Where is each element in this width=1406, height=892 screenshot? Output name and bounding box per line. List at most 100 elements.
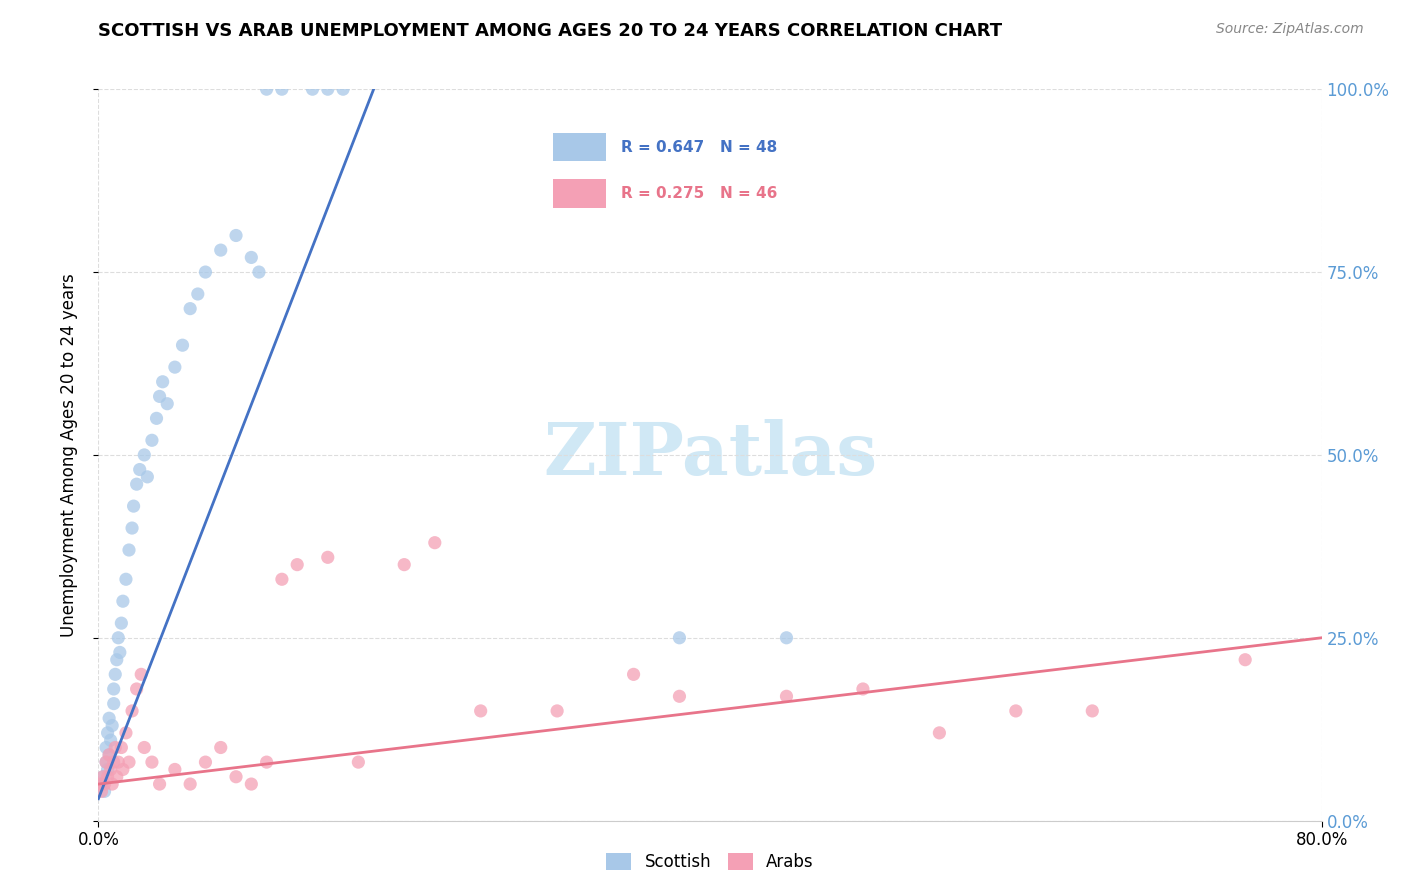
Point: [928, 726, 950, 740]
Text: R = 0.647   N = 48: R = 0.647 N = 48: [621, 139, 778, 154]
Point: [98, 747, 121, 762]
Point: [225, 770, 247, 784]
Point: [240, 777, 263, 791]
Point: [316, 550, 339, 565]
Point: [104, 667, 127, 681]
Y-axis label: Unemployment Among Ages 20 to 24 years: Unemployment Among Ages 20 to 24 years: [59, 273, 77, 637]
Point: [91, 770, 114, 784]
Point: [94, 755, 117, 769]
Point: [316, 82, 339, 96]
Bar: [553, 133, 606, 161]
Point: [100, 763, 122, 777]
Point: [97, 770, 120, 784]
Point: [1234, 653, 1257, 667]
Point: [145, 411, 167, 425]
Point: [110, 740, 132, 755]
Point: [623, 667, 645, 681]
Point: [285, 558, 308, 572]
Point: [121, 704, 143, 718]
Point: [187, 287, 209, 301]
Point: [209, 740, 232, 755]
Point: [852, 681, 875, 696]
Point: [270, 82, 294, 96]
Bar: [553, 179, 606, 208]
Point: [97, 763, 120, 777]
Point: [115, 572, 138, 586]
Point: [152, 375, 174, 389]
Point: [194, 755, 217, 769]
Point: [256, 82, 278, 96]
Point: [240, 251, 263, 265]
Point: [156, 397, 179, 411]
Point: [136, 470, 159, 484]
Point: [149, 389, 172, 403]
Point: [129, 667, 152, 681]
Point: [93, 777, 115, 791]
Point: [141, 434, 163, 448]
Point: [149, 777, 172, 791]
Point: [179, 301, 201, 316]
Point: [141, 755, 163, 769]
Legend: Scottish, Arabs: Scottish, Arabs: [599, 847, 821, 878]
Point: [128, 462, 150, 476]
Point: [94, 755, 117, 769]
Point: [668, 690, 690, 704]
Point: [118, 755, 141, 769]
Point: [89, 777, 111, 791]
Point: [94, 740, 117, 755]
Point: [98, 747, 121, 762]
Point: [1081, 704, 1104, 718]
Point: [107, 631, 129, 645]
Point: [107, 755, 129, 769]
Point: [247, 265, 270, 279]
Point: [122, 499, 145, 513]
Text: ZIPatlas: ZIPatlas: [543, 419, 877, 491]
Point: [125, 681, 148, 696]
Point: [125, 477, 148, 491]
Point: [423, 535, 446, 549]
Point: [270, 572, 294, 586]
Point: [332, 82, 354, 96]
Point: [347, 755, 370, 769]
Point: [108, 645, 131, 659]
Point: [110, 616, 132, 631]
Point: [111, 594, 134, 608]
Point: [134, 740, 156, 755]
Point: [103, 755, 125, 769]
Point: [111, 763, 134, 777]
Point: [134, 448, 156, 462]
Point: [90, 784, 112, 798]
Point: [172, 338, 194, 352]
Point: [101, 718, 124, 732]
Point: [163, 763, 186, 777]
Point: [546, 704, 568, 718]
Point: [103, 681, 125, 696]
Point: [93, 784, 115, 798]
Point: [775, 631, 797, 645]
Point: [115, 726, 138, 740]
Point: [101, 777, 124, 791]
Point: [256, 755, 278, 769]
Point: [668, 631, 690, 645]
Point: [194, 265, 217, 279]
Point: [209, 243, 232, 257]
Text: SCOTTISH VS ARAB UNEMPLOYMENT AMONG AGES 20 TO 24 YEARS CORRELATION CHART: SCOTTISH VS ARAB UNEMPLOYMENT AMONG AGES…: [98, 22, 1002, 40]
Point: [121, 521, 143, 535]
Point: [105, 770, 128, 784]
Point: [118, 543, 141, 558]
Point: [104, 740, 127, 755]
Point: [97, 726, 120, 740]
Point: [163, 360, 186, 375]
Point: [98, 711, 121, 725]
Point: [179, 777, 201, 791]
Point: [775, 690, 797, 704]
Point: [103, 697, 125, 711]
Point: [105, 653, 128, 667]
Point: [90, 777, 112, 791]
Point: [225, 228, 247, 243]
Text: R = 0.275   N = 46: R = 0.275 N = 46: [621, 186, 778, 201]
Point: [1004, 704, 1026, 718]
Point: [301, 82, 323, 96]
Point: [470, 704, 492, 718]
Point: [91, 770, 114, 784]
